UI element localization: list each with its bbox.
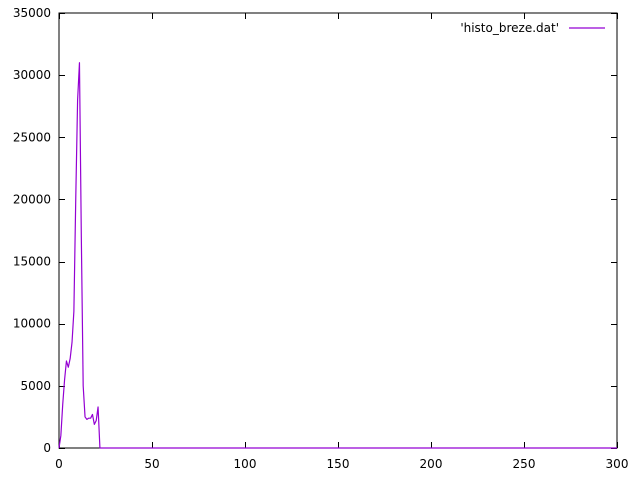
- y-tick-label: 30000: [13, 68, 51, 82]
- series-lines: [58, 62, 617, 449]
- x-tick-label: 100: [234, 457, 257, 471]
- y-tick-label: 15000: [13, 255, 51, 269]
- x-tick-label: 50: [144, 457, 159, 471]
- y-tick-label: 5000: [20, 379, 51, 393]
- series-line: [58, 62, 617, 449]
- legend-label: 'histo_breze.dat': [460, 21, 559, 35]
- legend: 'histo_breze.dat': [460, 21, 605, 35]
- y-tick-label: 25000: [13, 130, 51, 144]
- y-tick-label: 0: [43, 441, 51, 455]
- x-tick-label: 150: [327, 457, 350, 471]
- y-tick-label: 20000: [13, 192, 51, 206]
- x-tick-label: 0: [55, 457, 63, 471]
- x-tick-label: 250: [513, 457, 536, 471]
- y-tick-label: 35000: [13, 6, 51, 20]
- axis-ticks: [59, 13, 618, 449]
- axis-tick-labels: 0 50 100 150 200 250 300 0 5000 10000 15000 20000 25…: [13, 6, 629, 471]
- x-tick-label: 200: [420, 457, 443, 471]
- x-tick-label: 300: [606, 457, 629, 471]
- y-tick-label: 10000: [13, 317, 51, 331]
